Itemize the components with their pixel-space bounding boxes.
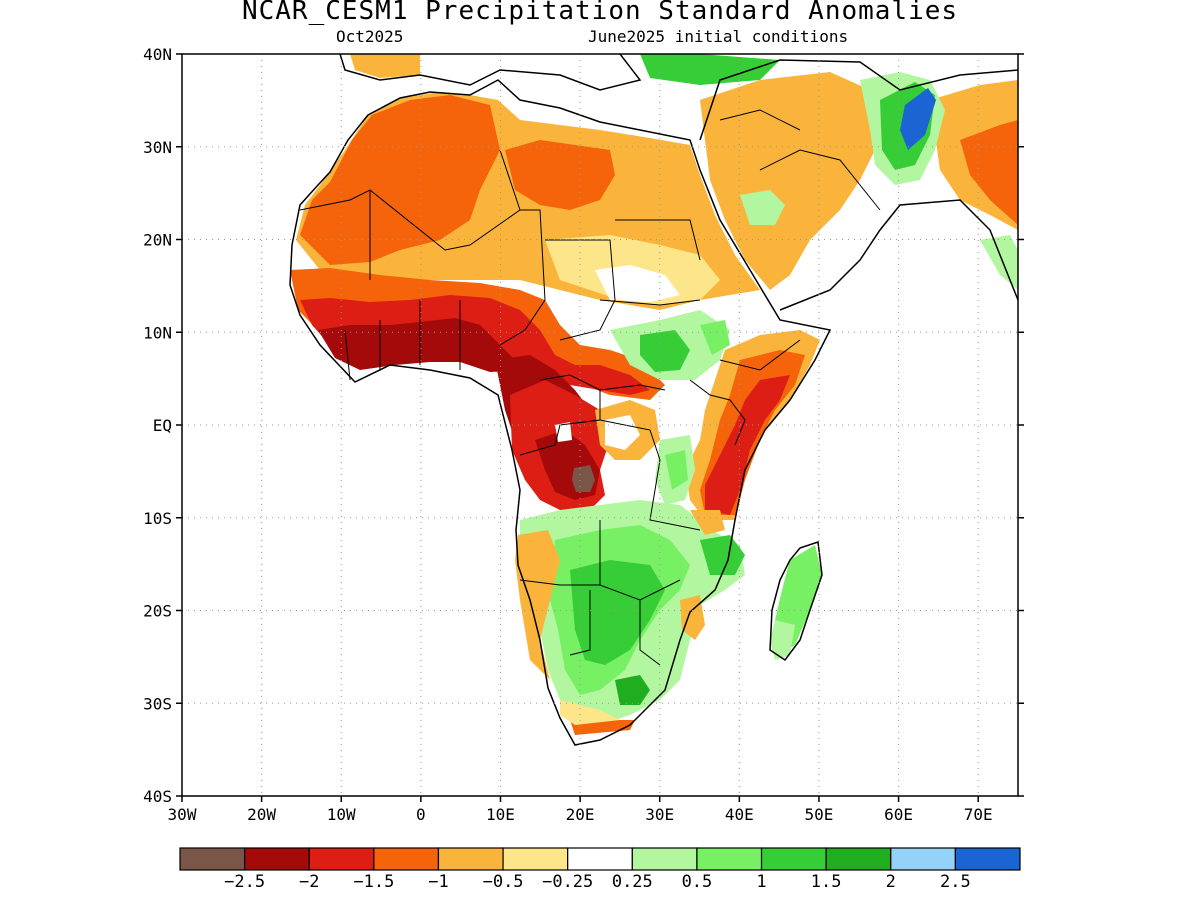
- map-title: NCAR_CESM1 Precipitation Standard Anomal…: [241, 0, 959, 26]
- lon-tick-label: 10W: [327, 805, 356, 824]
- colorbar-swatch: [567, 847, 633, 871]
- lon-tick-label: 30E: [645, 805, 674, 824]
- colorbar-label: 2: [886, 872, 896, 892]
- colorbar-swatch: [890, 847, 956, 871]
- lon-tick-label: 40E: [725, 805, 754, 824]
- lat-tick-label: 30S: [143, 694, 172, 713]
- colorbar-label: 1: [756, 872, 766, 892]
- lat-tick-label: 20S: [143, 602, 172, 621]
- lat-tick-label: 40S: [143, 787, 172, 806]
- colorbar-swatch: [244, 847, 310, 871]
- colorbar-swatch: [437, 847, 504, 871]
- lat-tick-label: 40N: [143, 45, 172, 64]
- lon-axis: 30W 20W 10W 0 10E 20E 30E 40E 50E 60E 70E: [168, 796, 993, 824]
- colorbar-swatch: [760, 847, 827, 871]
- colorbar: −2.5 −2 −1.5 −1 −0.5 −0.25 0.25 0.5 1 1.5 2 2.5: [179, 847, 1021, 892]
- colorbar-label: 0.5: [682, 872, 713, 892]
- lat-tick-label: 20N: [143, 231, 172, 250]
- colorbar-label: −1.5: [353, 872, 394, 892]
- lon-tick-label: 0: [416, 805, 426, 824]
- colorbar-label: 2.5: [940, 872, 971, 892]
- colorbar-label: −2: [299, 872, 319, 892]
- grid-lines: [182, 54, 1018, 796]
- coastlines: [289, 54, 1018, 746]
- forecast-month: Oct2025: [336, 27, 404, 46]
- colorbar-swatch: [825, 847, 892, 871]
- colorbar-swatch: [696, 847, 763, 871]
- lat-tick-label: 10N: [143, 323, 172, 342]
- lon-tick-label: 20W: [247, 805, 276, 824]
- lon-tick-label: 60E: [884, 805, 913, 824]
- lat-tick-label: 10S: [143, 509, 172, 528]
- lat-tick-label: 30N: [143, 138, 172, 157]
- colorbar-swatch: [954, 847, 1021, 871]
- lon-tick-label: 30W: [168, 805, 197, 824]
- initial-conditions-label: June2025 initial conditions: [588, 27, 849, 46]
- lon-tick-label: 10E: [486, 805, 515, 824]
- colorbar-swatch: [373, 847, 440, 871]
- colorbar-label: −1: [428, 872, 448, 892]
- colorbar-swatch: [631, 847, 698, 871]
- colorbar-swatch: [179, 847, 246, 871]
- anomaly-fields: [290, 54, 1018, 745]
- colorbar-label: −0.5: [483, 872, 524, 892]
- lon-tick-label: 50E: [804, 805, 833, 824]
- lat-axis: 40N 30N 20N 10N EQ 10S 20S 30S 40S: [143, 45, 1024, 806]
- colorbar-label: 1.5: [811, 872, 842, 892]
- colorbar-label: −2.5: [224, 872, 265, 892]
- colorbar-label: −0.25: [542, 872, 593, 892]
- lon-tick-label: 70E: [964, 805, 993, 824]
- country-borders: [299, 109, 881, 666]
- lon-tick-label: 20E: [566, 805, 595, 824]
- colorbar-label: 0.25: [612, 872, 653, 892]
- colorbar-swatch: [308, 847, 375, 871]
- colorbar-swatch: [502, 847, 569, 871]
- lat-tick-label: EQ: [153, 416, 172, 435]
